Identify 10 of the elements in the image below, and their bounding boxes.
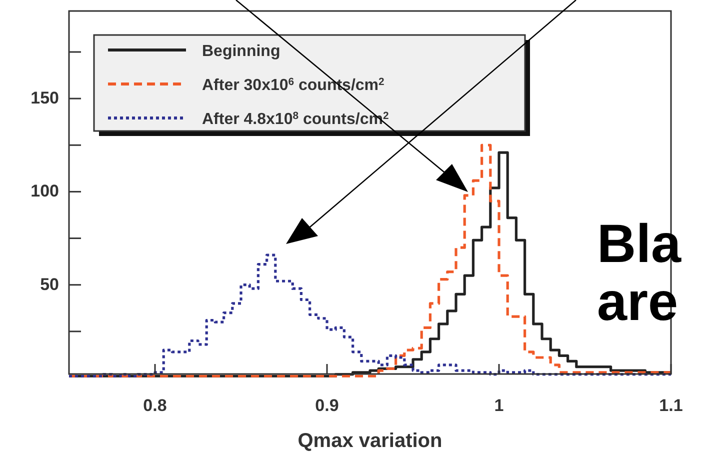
legend-label: After 4.8x10$^{8}$ counts/cm$^{2}$ (202, 110, 389, 128)
y-tick-label: 150 (30, 88, 59, 108)
y-tick-label: 100 (30, 182, 59, 201)
x-axis-title: Qmax variation (298, 430, 442, 452)
x-tick-label: 1 (494, 396, 504, 415)
x-tick-label: 0.8 (143, 396, 167, 415)
y-tick-label: 50 (40, 274, 59, 294)
legend-label: Beginning (202, 43, 280, 60)
x-tick-label: 0.9 (315, 396, 339, 415)
x-tick-label: 1.1 (659, 396, 683, 415)
